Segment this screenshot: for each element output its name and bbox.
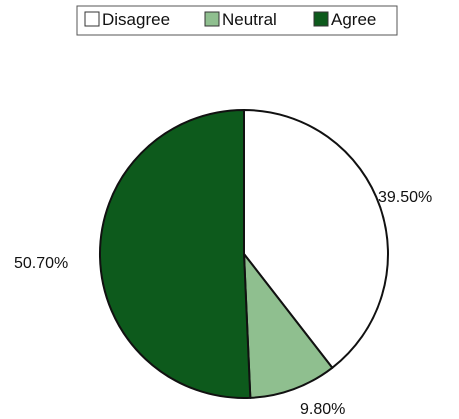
legend-label-disagree: Disagree [102, 10, 170, 29]
slice-label-neutral: 9.80% [300, 401, 345, 418]
pie-slice-neutral [243, 253, 334, 399]
legend-swatch-neutral [204, 11, 220, 27]
legend-label-agree: Agree [331, 10, 376, 29]
pie-labels: 39.50% 9.80% 50.70% [14, 189, 432, 418]
slice-label-agree: 50.70% [14, 255, 68, 272]
pie-slice-agree [99, 109, 252, 399]
slice-label-disagree: 39.50% [378, 189, 432, 206]
legend-label-neutral: Neutral [222, 10, 277, 29]
legend-swatch-disagree [84, 11, 100, 27]
legend-swatch-agree [313, 11, 329, 27]
legend: Disagree Neutral Agree [76, 5, 398, 36]
legend-frame [76, 5, 398, 36]
pie-slices [99, 109, 389, 399]
pie-slice-disagree [243, 109, 389, 369]
